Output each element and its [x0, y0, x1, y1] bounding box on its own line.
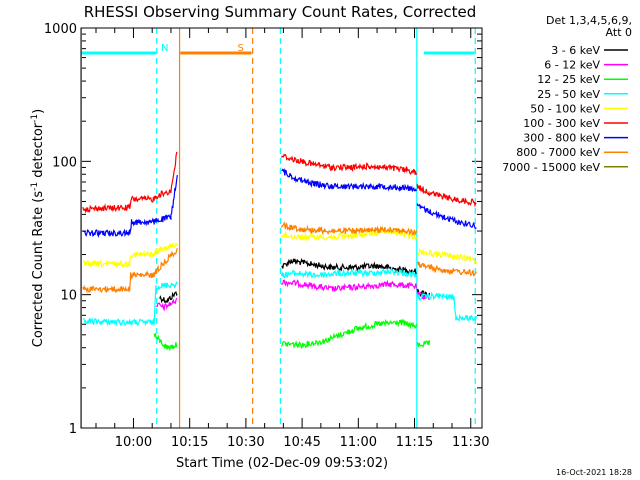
- series-line: [417, 248, 477, 264]
- series-line: [416, 291, 477, 322]
- x-tick-label: 10:30: [227, 435, 264, 450]
- legend-header: Det 1,3,4,5,6,9,: [546, 14, 632, 27]
- y-tick-label: 10: [60, 289, 77, 304]
- series-50-100keV: [82, 227, 477, 269]
- y-tick-label: 1: [69, 422, 77, 437]
- series-800-7000keV: [82, 221, 477, 294]
- series-line: [416, 339, 431, 348]
- series-line: [417, 261, 477, 277]
- legend-label: 12 - 25 keV: [537, 73, 600, 86]
- series-line: [280, 153, 417, 175]
- y-axis-label: Corrected Count Rate (s-1 detector-1): [30, 109, 46, 347]
- legend-label: 25 - 50 keV: [537, 88, 600, 101]
- series-line: [155, 297, 178, 312]
- legend-label: 50 - 100 keV: [530, 102, 600, 115]
- series-6-12keV: [155, 279, 430, 312]
- series-layer: [82, 151, 477, 352]
- legend-label: 7000 - 15000 keV: [502, 161, 600, 174]
- plot-frame: [80, 27, 483, 429]
- legend-label: 300 - 800 keV: [523, 132, 600, 145]
- x-tick-label: 11:00: [340, 435, 377, 450]
- x-axis-label: Start Time (02-Dec-09 09:53:02): [176, 456, 388, 471]
- series-line: [416, 203, 477, 229]
- attenuator-label: S: [238, 43, 244, 54]
- series-12-25keV: [153, 318, 431, 352]
- legend-label: 800 - 7000 keV: [516, 146, 600, 159]
- x-tick-label: 11:15: [396, 435, 433, 450]
- attenuator-label: N: [161, 43, 168, 54]
- series-100-300keV: [82, 151, 477, 214]
- series-300-800keV: [82, 167, 477, 239]
- series-line: [82, 175, 178, 239]
- legend-label: 100 - 300 keV: [523, 117, 600, 130]
- y-tick-label: 1000: [44, 22, 77, 37]
- y-tick-label: 100: [52, 155, 77, 170]
- legend: Det 1,3,4,5,6,9,Att 0 3 - 6 keV 6 - 12 keV…: [502, 14, 632, 174]
- series-line: [82, 242, 178, 269]
- series-line: [82, 248, 178, 294]
- series-line: [281, 167, 417, 193]
- chart-title: RHESSI Observing Summary Count Rates, Co…: [84, 3, 477, 21]
- series-25-50keV: [82, 266, 477, 327]
- legend-label: 3 - 6 keV: [551, 44, 600, 57]
- series-line: [280, 266, 417, 279]
- x-tick-label: 10:00: [115, 435, 152, 450]
- series-line: [280, 221, 417, 237]
- timestamp: 16-Oct-2021 18:28: [556, 468, 632, 477]
- legend-label: 6 - 12 keV: [544, 59, 600, 72]
- series-line: [82, 280, 178, 327]
- series-line: [281, 257, 417, 276]
- x-tick-label: 10:45: [283, 435, 320, 450]
- legend-header: Att 0: [606, 26, 632, 39]
- series-line: [82, 151, 178, 214]
- series-line: [281, 227, 417, 242]
- x-tick-label: 11:30: [452, 435, 489, 450]
- time-markers: [80, 28, 476, 428]
- series-line: [159, 291, 178, 304]
- series-line: [280, 318, 417, 349]
- series-line: [416, 183, 477, 208]
- x-tick-label: 10:15: [171, 435, 208, 450]
- series-line: [280, 279, 417, 292]
- series-line: [153, 332, 178, 352]
- axis-ticks: [81, 27, 482, 429]
